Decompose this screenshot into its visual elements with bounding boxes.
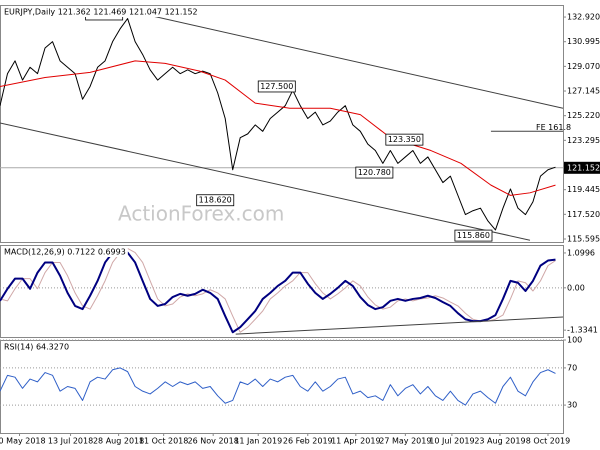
panel-frame bbox=[0, 245, 564, 338]
x-tick-label: 11 Apr 2019 bbox=[331, 437, 380, 446]
x-tick-label: 28 Aug 2018 bbox=[93, 437, 144, 446]
panel-frame bbox=[0, 340, 564, 434]
x-tick-label: 23 Aug 2019 bbox=[474, 437, 525, 446]
y-tick-label: 127.145 bbox=[567, 87, 600, 96]
y-tick-label: 129.070 bbox=[567, 62, 600, 71]
title-bg bbox=[2, 7, 200, 17]
y-tick-label: 117.520 bbox=[567, 210, 600, 219]
annotation-label: 115.860 bbox=[457, 231, 490, 240]
y-tick-label: 123.295 bbox=[567, 136, 600, 145]
x-tick-label: 26 Nov 2018 bbox=[188, 437, 239, 446]
series-line bbox=[0, 60, 556, 196]
annotation-box bbox=[454, 229, 493, 242]
annotation-box bbox=[257, 80, 296, 93]
series-line bbox=[0, 367, 556, 406]
series-line bbox=[0, 122, 531, 241]
x-tick-label: 8 Oct 2019 bbox=[526, 437, 570, 446]
x-tick-label: 11 Jan 2019 bbox=[234, 437, 282, 446]
series-line bbox=[0, 18, 556, 231]
x-tick-label: 11 Oct 2018 bbox=[139, 437, 188, 446]
panel-title: RSI(14) 64.3270 bbox=[4, 343, 69, 352]
y-tick-label: 1.0996 bbox=[567, 248, 595, 257]
title-bg bbox=[2, 342, 72, 352]
last-price-box bbox=[564, 161, 600, 174]
panel-frame bbox=[0, 5, 564, 243]
annotation-box bbox=[196, 194, 235, 207]
y-tick-label: 125.220 bbox=[567, 111, 600, 120]
annotation-box bbox=[385, 133, 424, 146]
y-tick-label: 130.995 bbox=[567, 37, 600, 46]
last-price-label: 121.152 bbox=[567, 163, 600, 172]
x-tick-label: 13 Jul 2018 bbox=[48, 437, 93, 446]
series-line bbox=[135, 11, 564, 109]
series-line bbox=[0, 247, 556, 334]
annotation-label: 123.350 bbox=[388, 135, 421, 144]
annotation-label: 118.620 bbox=[199, 196, 232, 205]
y-tick-label: 115.595 bbox=[567, 234, 600, 243]
annotation-box bbox=[355, 166, 394, 179]
y-tick-label: 30 bbox=[567, 401, 577, 410]
x-tick-label: 27 May 2019 bbox=[379, 437, 431, 446]
title-bg bbox=[2, 247, 128, 257]
annotation-label: 120.780 bbox=[358, 168, 391, 177]
series-line bbox=[0, 247, 556, 333]
x-tick-label: 30 May 2018 bbox=[0, 437, 46, 446]
y-tick-label: 119.445 bbox=[567, 185, 600, 194]
y-tick-label: 0.00 bbox=[567, 283, 585, 292]
annotation-label: 127.500 bbox=[260, 82, 293, 91]
panel-title: MACD(12,26,9) 0.7122 0.6993 bbox=[4, 248, 126, 257]
panel-title: EURJPY,Daily 121.362 121.469 121.047 121… bbox=[4, 8, 198, 17]
x-tick-label: 10 Jul 2019 bbox=[429, 437, 474, 446]
y-tick-label: 132.920 bbox=[567, 13, 600, 22]
y-tick-label: 100 bbox=[567, 336, 582, 345]
x-tick-label: 26 Feb 2019 bbox=[283, 437, 333, 446]
fe-label: FE 161.8 bbox=[536, 123, 571, 132]
y-tick-label: 70 bbox=[567, 363, 577, 372]
series-line bbox=[235, 316, 564, 335]
y-tick-label: -1.3341 bbox=[567, 326, 598, 335]
